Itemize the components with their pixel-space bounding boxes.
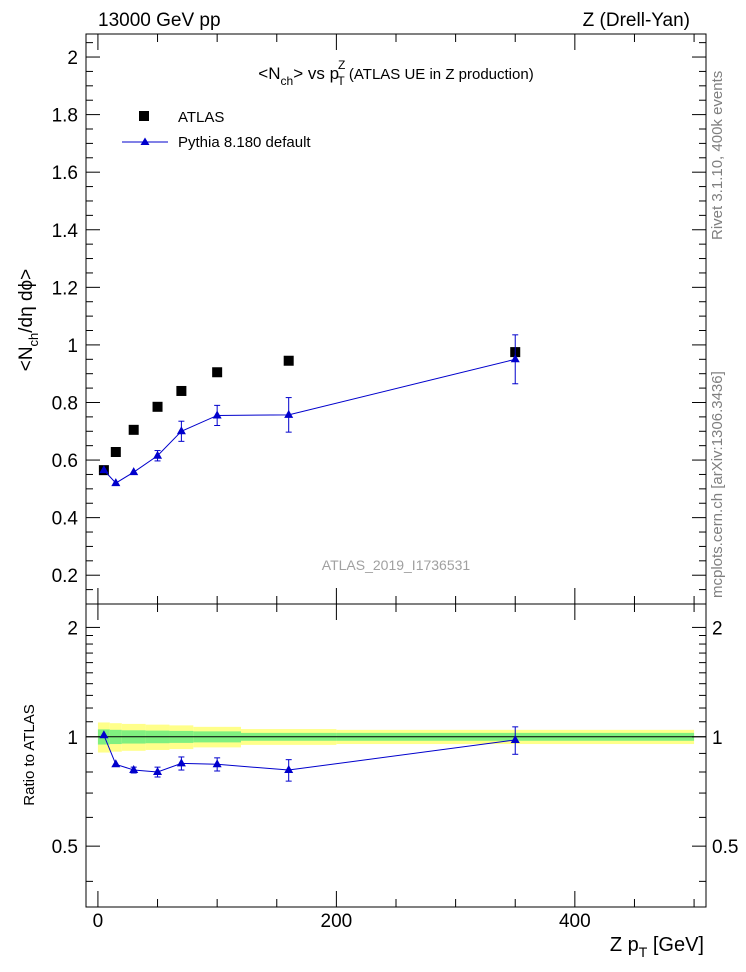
ratio-y-tick-label-left: 1 <box>67 728 78 749</box>
pythia-data-point <box>129 467 139 476</box>
analysis-id-watermark: ATLAS_2019_I1736531 <box>322 557 471 573</box>
upper-y-axis-label: <Nch/dη dϕ> <box>16 269 41 372</box>
y-tick-label: 1.4 <box>52 221 79 242</box>
legend-pythia-label: Pythia 8.180 default <box>178 134 311 151</box>
legend: ATLAS Pythia 8.180 default <box>122 109 311 151</box>
ratio-axis-ticks <box>86 604 706 907</box>
pythia-data-point <box>111 478 121 487</box>
atlas-data-point <box>110 447 121 457</box>
upper-y-tick-labels: 0.2 0.4 0.6 0.8 1 1.2 1.4 1.6 1.8 2 <box>52 48 79 587</box>
y-tick-label: 0.8 <box>52 393 78 414</box>
ratio-data-point <box>111 759 121 768</box>
pythia-data-point <box>212 410 222 419</box>
ratio-y-tick-label-right: 2 <box>712 618 723 639</box>
pythia-data-point <box>284 409 294 418</box>
y-tick-label: 1.2 <box>52 278 78 299</box>
x-tick-label: 0 <box>93 911 104 932</box>
ratio-data-point <box>99 730 109 739</box>
pythia-data-point <box>176 426 186 435</box>
x-axis-label: Z pT [GeV] <box>610 934 704 960</box>
ratio-data-point <box>176 758 186 767</box>
legend-atlas-label: ATLAS <box>178 109 224 126</box>
upper-panel: 0.2 0.4 0.6 0.8 1 1.2 1.4 1.6 1.8 2 <Nch> vs pZ T … <box>16 33 707 605</box>
legend-atlas-marker <box>139 111 149 121</box>
ratio-y-tick-label-right: 1 <box>712 728 723 749</box>
atlas-data-point <box>128 424 139 435</box>
y-tick-label: 0.2 <box>52 566 78 587</box>
atlas-data-point <box>176 385 187 396</box>
ratio-uncertainty-bands <box>97 722 695 753</box>
x-tick-labels: 0 200 400 <box>93 911 591 932</box>
legend-pythia-marker <box>140 137 150 145</box>
ratio-data-point <box>510 734 520 743</box>
pythia-line <box>103 358 516 484</box>
pythia-data-point <box>153 450 163 459</box>
ratio-y-axis-label: Ratio to ATLAS <box>21 704 38 805</box>
y-tick-label: 1.8 <box>52 106 78 127</box>
ratio-data-point <box>284 765 294 774</box>
atlas-data-point <box>152 401 163 412</box>
y-tick-label: 1 <box>67 336 78 357</box>
header-process-label: Z (Drell-Yan) <box>583 10 690 31</box>
atlas-data-point <box>212 367 223 378</box>
y-tick-label: 1.6 <box>52 163 78 184</box>
ratio-y-tick-label-left: 0.5 <box>52 837 78 858</box>
ratio-data-point <box>153 766 163 775</box>
ratio-data-layer <box>99 726 520 782</box>
ratio-data-point <box>212 759 222 768</box>
rivet-version-label: Rivet 3.1.10, 400k events <box>709 71 726 240</box>
y-tick-label: 0.4 <box>52 509 79 530</box>
ratio-y-tick-labels: 0.5 0.5 1 1 2 2 <box>52 618 739 858</box>
x-tick-label: 400 <box>559 911 591 932</box>
ratio-y-tick-label-right: 0.5 <box>712 837 738 858</box>
y-tick-label: 2 <box>67 48 78 69</box>
plot-title: <Nch> vs pZ T (ATLAS UE in Z production) <box>258 58 533 88</box>
pythia-data-point <box>99 465 109 474</box>
atlas-data-point <box>283 355 294 366</box>
ratio-data-point <box>129 765 139 774</box>
ratio-y-tick-label-left: 2 <box>67 618 78 639</box>
ratio-panel: 0.5 0.5 1 1 2 2 0 200 400 Ratio to ATLAS Z pT [… <box>21 603 739 960</box>
upper-axis-ticks <box>86 34 706 604</box>
y-tick-label: 0.6 <box>52 451 78 472</box>
upper-data-layer <box>98 334 521 487</box>
pythia-data-point <box>510 354 520 363</box>
header-collision-label: 13000 GeV pp <box>98 10 221 31</box>
mcplots-source-label: mcplots.cern.ch [arXiv:1306.3436] <box>709 371 726 598</box>
x-tick-label: 200 <box>321 911 353 932</box>
